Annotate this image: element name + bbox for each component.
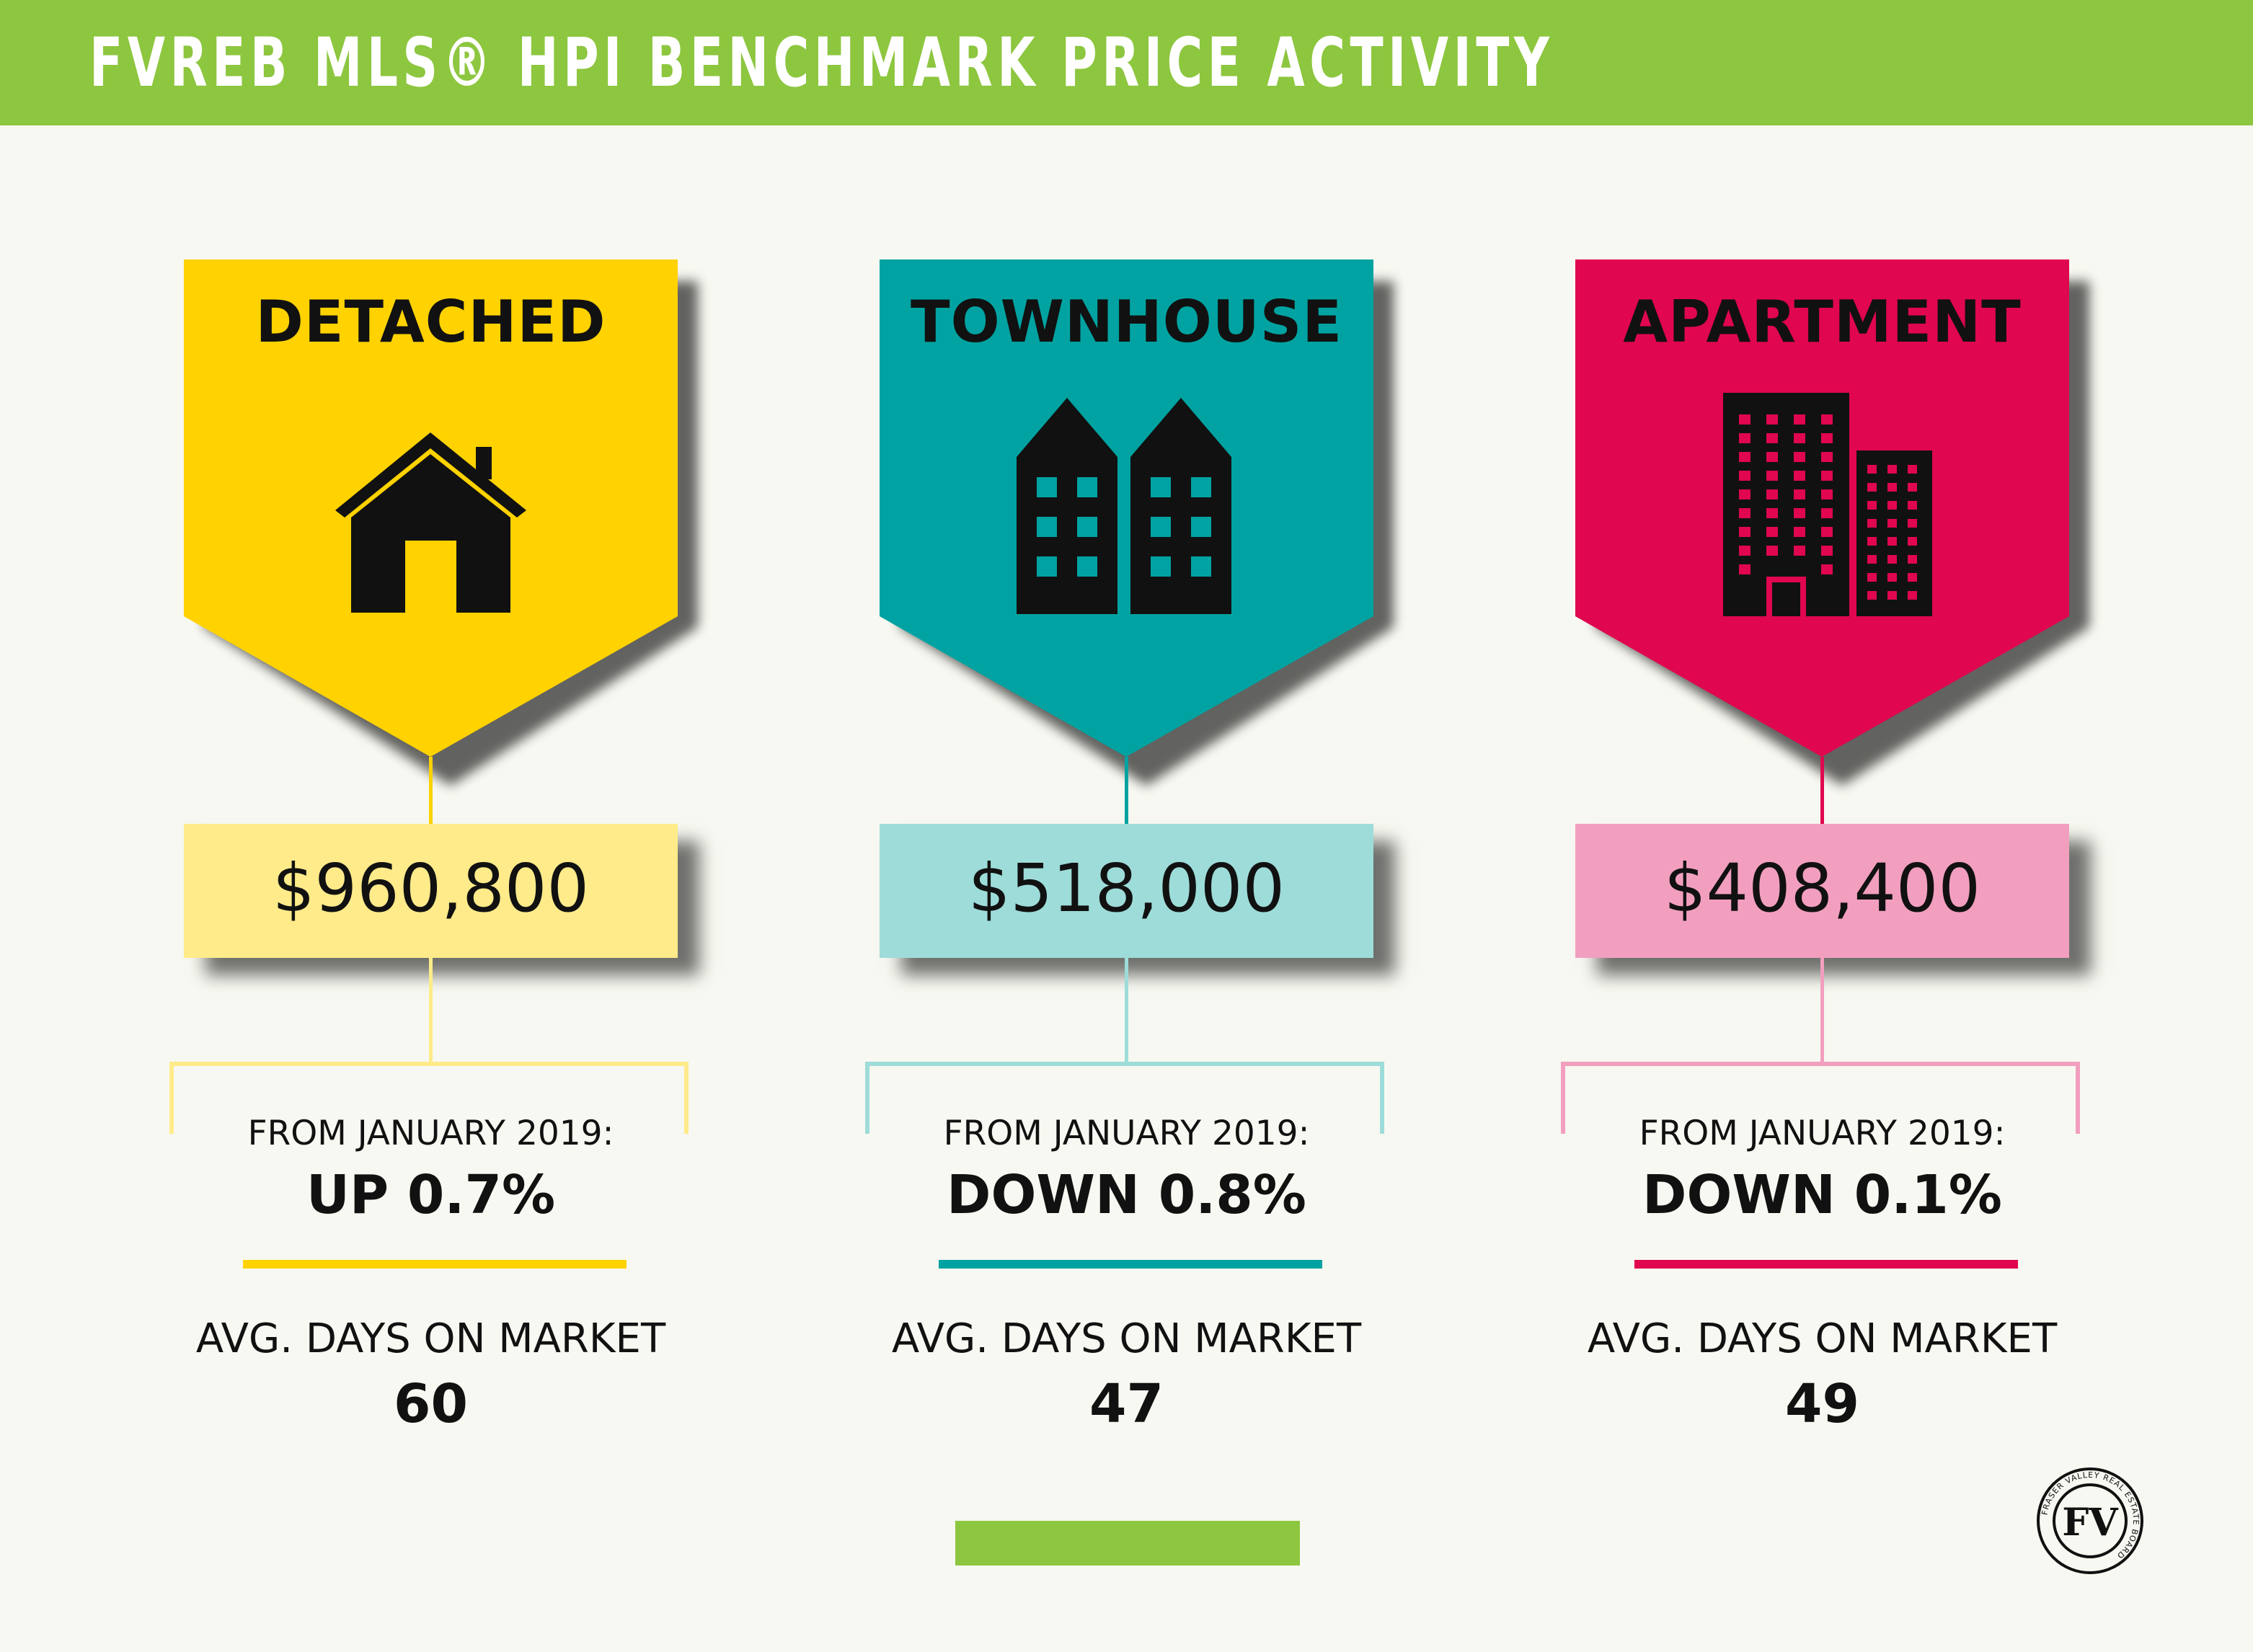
apartment-building-icon [1723, 393, 1932, 616]
townhouse-change: DOWN 0.8% [947, 1164, 1306, 1226]
apartment-price: $408,400 [1664, 850, 1980, 927]
house-icon [335, 432, 526, 613]
footer-bar [955, 1521, 1300, 1566]
divider [243, 1260, 627, 1269]
from-label: FROM JANUARY 2019: [247, 1114, 614, 1153]
apartment-dom-value: 49 [1785, 1373, 1859, 1435]
apartment-price-box [1575, 824, 2069, 958]
divider [939, 1260, 1322, 1269]
detached-dom-value: 60 [394, 1373, 468, 1435]
detached-price-box [184, 824, 678, 958]
connector-line [429, 757, 433, 824]
page-title: FVREB MLS® HPI BENCHMARK PRICE ACTIVITY [89, 24, 1554, 102]
connector-line [1820, 757, 1824, 824]
logo-monogram: FV [2062, 1501, 2119, 1545]
fvreb-logo: FRASER VALLEY REAL ESTATE BOARD FV [2037, 1467, 2143, 1574]
bracket [865, 1062, 1384, 1134]
townhouse-column: TOWNHOUSE $518,000 FROM JANUARY 2019: DO… [865, 0, 1394, 1652]
connector-line [429, 958, 433, 1062]
divider [1634, 1260, 2018, 1269]
bracket [1561, 1062, 2080, 1134]
detached-price: $960,800 [273, 850, 589, 927]
apartment-column: APARTMENT $408,400 FROM JANUARY 2019: DO… [1561, 0, 2089, 1652]
detached-change: UP 0.7% [306, 1164, 556, 1226]
detached-label: DETACHED [255, 288, 606, 355]
connector-line [1820, 958, 1824, 1062]
dom-label: AVG. DAYS ON MARKET [195, 1315, 666, 1362]
dom-label: AVG. DAYS ON MARKET [1587, 1315, 2058, 1362]
dom-label: AVG. DAYS ON MARKET [891, 1315, 1362, 1362]
apartment-change: DOWN 0.1% [1642, 1164, 2002, 1226]
apartment-label: APARTMENT [1623, 288, 2022, 355]
connector-line [1125, 958, 1128, 1062]
townhouse-label: TOWNHOUSE [911, 288, 1342, 355]
from-label: FROM JANUARY 2019: [1639, 1114, 2006, 1153]
from-label: FROM JANUARY 2019: [943, 1114, 1310, 1153]
bracket [169, 1062, 689, 1134]
townhouse-price: $518,000 [968, 850, 1285, 927]
detached-column: DETACHED $960,800 FROM JANUARY 2019: UP … [169, 0, 698, 1652]
townhouse-price-box [880, 824, 1373, 958]
connector-line [1125, 757, 1128, 824]
header-bar: FVREB MLS® HPI BENCHMARK PRICE ACTIVITY [0, 0, 2253, 125]
townhouse-icon [1017, 398, 1231, 614]
townhouse-dom-value: 47 [1089, 1373, 1164, 1435]
